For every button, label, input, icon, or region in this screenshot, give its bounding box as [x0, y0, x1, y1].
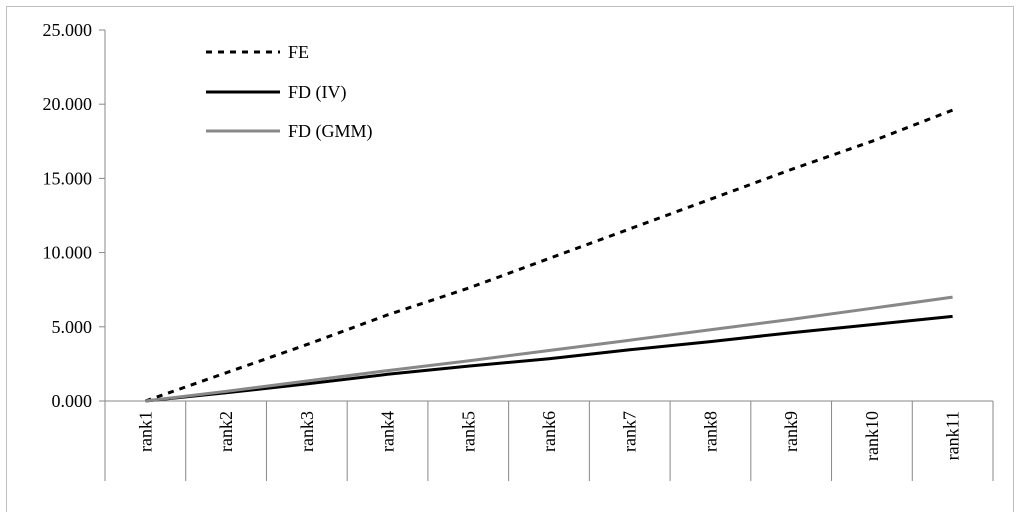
- y-tick-label: 10.000: [43, 243, 93, 263]
- y-tick-label: 20.000: [43, 94, 93, 114]
- x-tick-label: rank5: [458, 411, 478, 452]
- x-tick-label: rank2: [216, 411, 236, 452]
- x-axis: rank1 rank2 rank3 rank4 rank5 rank6 rank7 rank8…: [104, 400, 994, 481]
- x-tick-label: rank10: [862, 411, 882, 461]
- y-tick-label: 25.000: [43, 20, 93, 40]
- x-tick-label: rank1: [135, 411, 155, 452]
- y-axis: 0.000 5.000 10.000 15.000 20.000 25.000: [43, 20, 106, 411]
- x-tick-label: rank7: [620, 411, 640, 452]
- chart-frame: [6, 6, 1014, 512]
- series-line-2: [145, 314, 953, 403]
- series-lines: [144, 108, 954, 403]
- y-tick-label: 5.000: [52, 317, 93, 337]
- x-tick-label: rank8: [700, 411, 720, 452]
- legend-label: FD (IV): [288, 82, 347, 103]
- x-tick-label: rank9: [781, 411, 801, 452]
- x-tick-label: rank4: [378, 411, 398, 452]
- legend-label: FD (GMM): [288, 121, 373, 142]
- legend-label: FE: [288, 42, 309, 62]
- series-line-3: [145, 295, 953, 403]
- y-tick-label: 15.000: [43, 168, 93, 188]
- legend: FE FD (IV) FD (GMM): [206, 42, 373, 142]
- x-tick-label: rank6: [539, 411, 559, 452]
- x-tick-label: rank3: [297, 411, 317, 452]
- y-tick-label: 0.000: [52, 391, 93, 411]
- x-tick-label: rank11: [943, 411, 963, 460]
